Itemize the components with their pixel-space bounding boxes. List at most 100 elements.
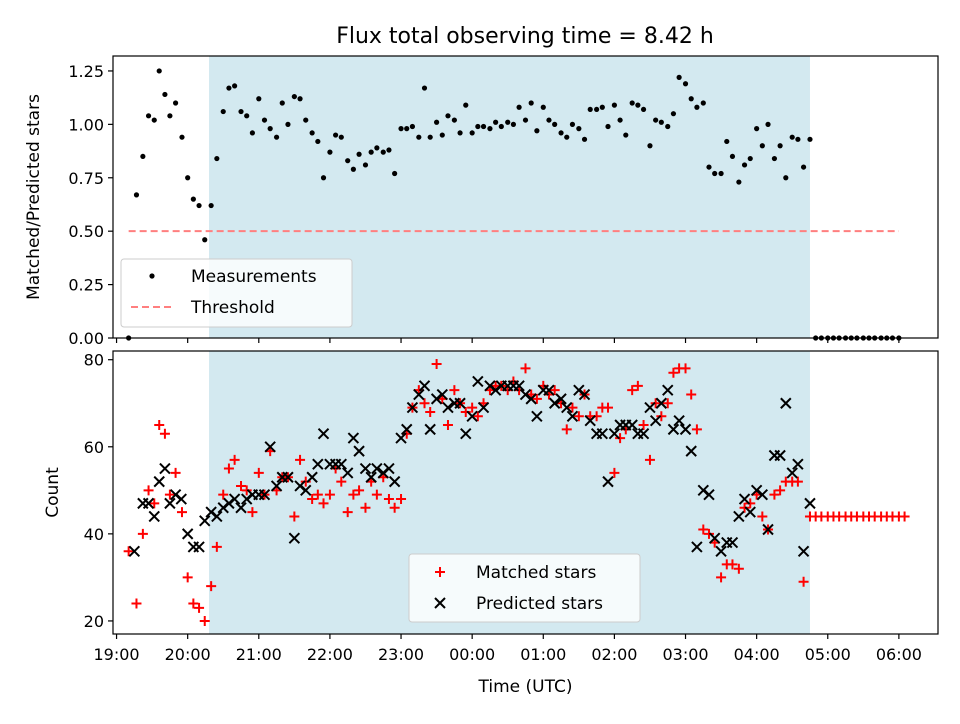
bottom-y-tick-label: 40 (84, 525, 104, 544)
predicted-star-point (726, 536, 739, 549)
predicted-star-point (211, 510, 223, 523)
measurement-point (783, 175, 789, 181)
predicted-star-point (228, 493, 241, 505)
measurement-point (350, 166, 356, 172)
predicted-star-point (353, 445, 365, 457)
measurement-point (214, 155, 220, 162)
measurement-point (552, 121, 558, 127)
measurement-point (320, 175, 327, 181)
measurement-point (220, 108, 226, 115)
bottom-x-tick-label: 02:00 (591, 645, 637, 664)
measurement-point (789, 134, 795, 140)
predicted-star-point (548, 397, 561, 409)
measurement-point (510, 121, 517, 127)
x-axis-label: Time (UTC) (478, 677, 573, 697)
matched-star-point (143, 485, 154, 496)
measurement-point (368, 149, 374, 155)
top-legend: Measurements Threshold (120, 258, 353, 328)
measurement-point (392, 170, 398, 177)
measurement-point (463, 102, 469, 108)
measurement-point (179, 134, 185, 140)
measurement-point (327, 149, 333, 155)
predicted-star-point (288, 532, 301, 544)
predicted-star-point (418, 380, 431, 392)
matched-star-point (745, 498, 756, 509)
measurement-point (777, 143, 783, 149)
top-y-tick-label: 0.25 (68, 276, 104, 295)
predicted-star-point (608, 428, 621, 440)
predicted-star-point (649, 414, 662, 427)
measurement-point (700, 100, 706, 106)
top-marks (126, 68, 902, 341)
measurement-point (356, 151, 362, 157)
bottom-x-tick-label: 20:00 (165, 645, 211, 664)
matched-star-point (389, 502, 400, 513)
matched-star-point (223, 463, 234, 474)
matched-star-point (318, 498, 329, 509)
bottom-y-tick-label: 80 (84, 351, 104, 370)
measurement-point (724, 138, 730, 145)
measurement-point (261, 117, 268, 123)
matched-star-point (727, 559, 738, 570)
predicted-star-point (282, 471, 294, 483)
predicted-star-point (341, 467, 354, 479)
matched-star-point (154, 420, 165, 431)
measurement-point (599, 104, 605, 110)
predicted-star-point (347, 432, 360, 444)
predicted-star-point (756, 488, 769, 501)
matched-star-point (567, 402, 578, 413)
matched-star-point (354, 485, 365, 496)
matched-star-point (656, 411, 667, 422)
measurement-point (741, 162, 748, 168)
bottom-panel: 20 40 60 80 19:00 20:00 21:00 22:00 23:00 00:00 0… (43, 350, 939, 697)
matched-star-point (419, 398, 430, 409)
bottom-x-tick-label: 00:00 (449, 645, 495, 664)
measurement-point (345, 158, 351, 164)
top-y-tick-label: 0.00 (68, 329, 104, 348)
measurement-point (581, 136, 588, 142)
measurement-point (238, 108, 244, 115)
measurement-point (140, 153, 146, 160)
measurement-point (386, 147, 392, 153)
measurement-point (433, 119, 440, 125)
measurement-point (374, 145, 380, 151)
predicted-star-point (148, 510, 160, 523)
measurement-point (196, 202, 202, 209)
predicted-star-point (300, 484, 312, 497)
predicted-star-point (780, 397, 792, 409)
measurement-point (498, 123, 504, 130)
matched-star-point (211, 541, 222, 552)
bottom-x-tick-label: 04:00 (734, 645, 780, 664)
measurement-point (244, 113, 250, 119)
matched-star-point (739, 502, 750, 513)
measurement-point (682, 81, 689, 87)
measurement-point (409, 123, 416, 130)
predicted-star-point (258, 488, 271, 501)
matched-star-point (188, 598, 199, 609)
measurement-point (338, 134, 344, 140)
predicted-star-point (359, 462, 372, 475)
measurement-point (333, 132, 339, 138)
predicted-star-point (655, 397, 668, 409)
predicted-star-point (715, 545, 727, 557)
top-axes-frame (112, 55, 939, 339)
matched-star-point (627, 385, 638, 396)
matched-star-point (472, 411, 483, 422)
measurement-point (765, 121, 771, 127)
measurement-point (380, 149, 386, 155)
measurement-point (232, 83, 238, 89)
measurement-point (647, 143, 653, 149)
predicted-star-point (193, 541, 205, 553)
measurement-point (516, 104, 522, 110)
predicted-star-point (555, 393, 567, 405)
predicted-star-point (738, 493, 751, 505)
matched-star-point (295, 454, 306, 465)
matched-star-point (307, 494, 318, 505)
predicted-star-point (667, 423, 680, 436)
predicted-star-point (317, 428, 330, 440)
predicted-star-point (181, 528, 194, 540)
measurement-point (694, 104, 700, 110)
predicted-star-point (566, 410, 579, 423)
matched-star-point (733, 563, 744, 574)
measurement-point (475, 123, 481, 130)
